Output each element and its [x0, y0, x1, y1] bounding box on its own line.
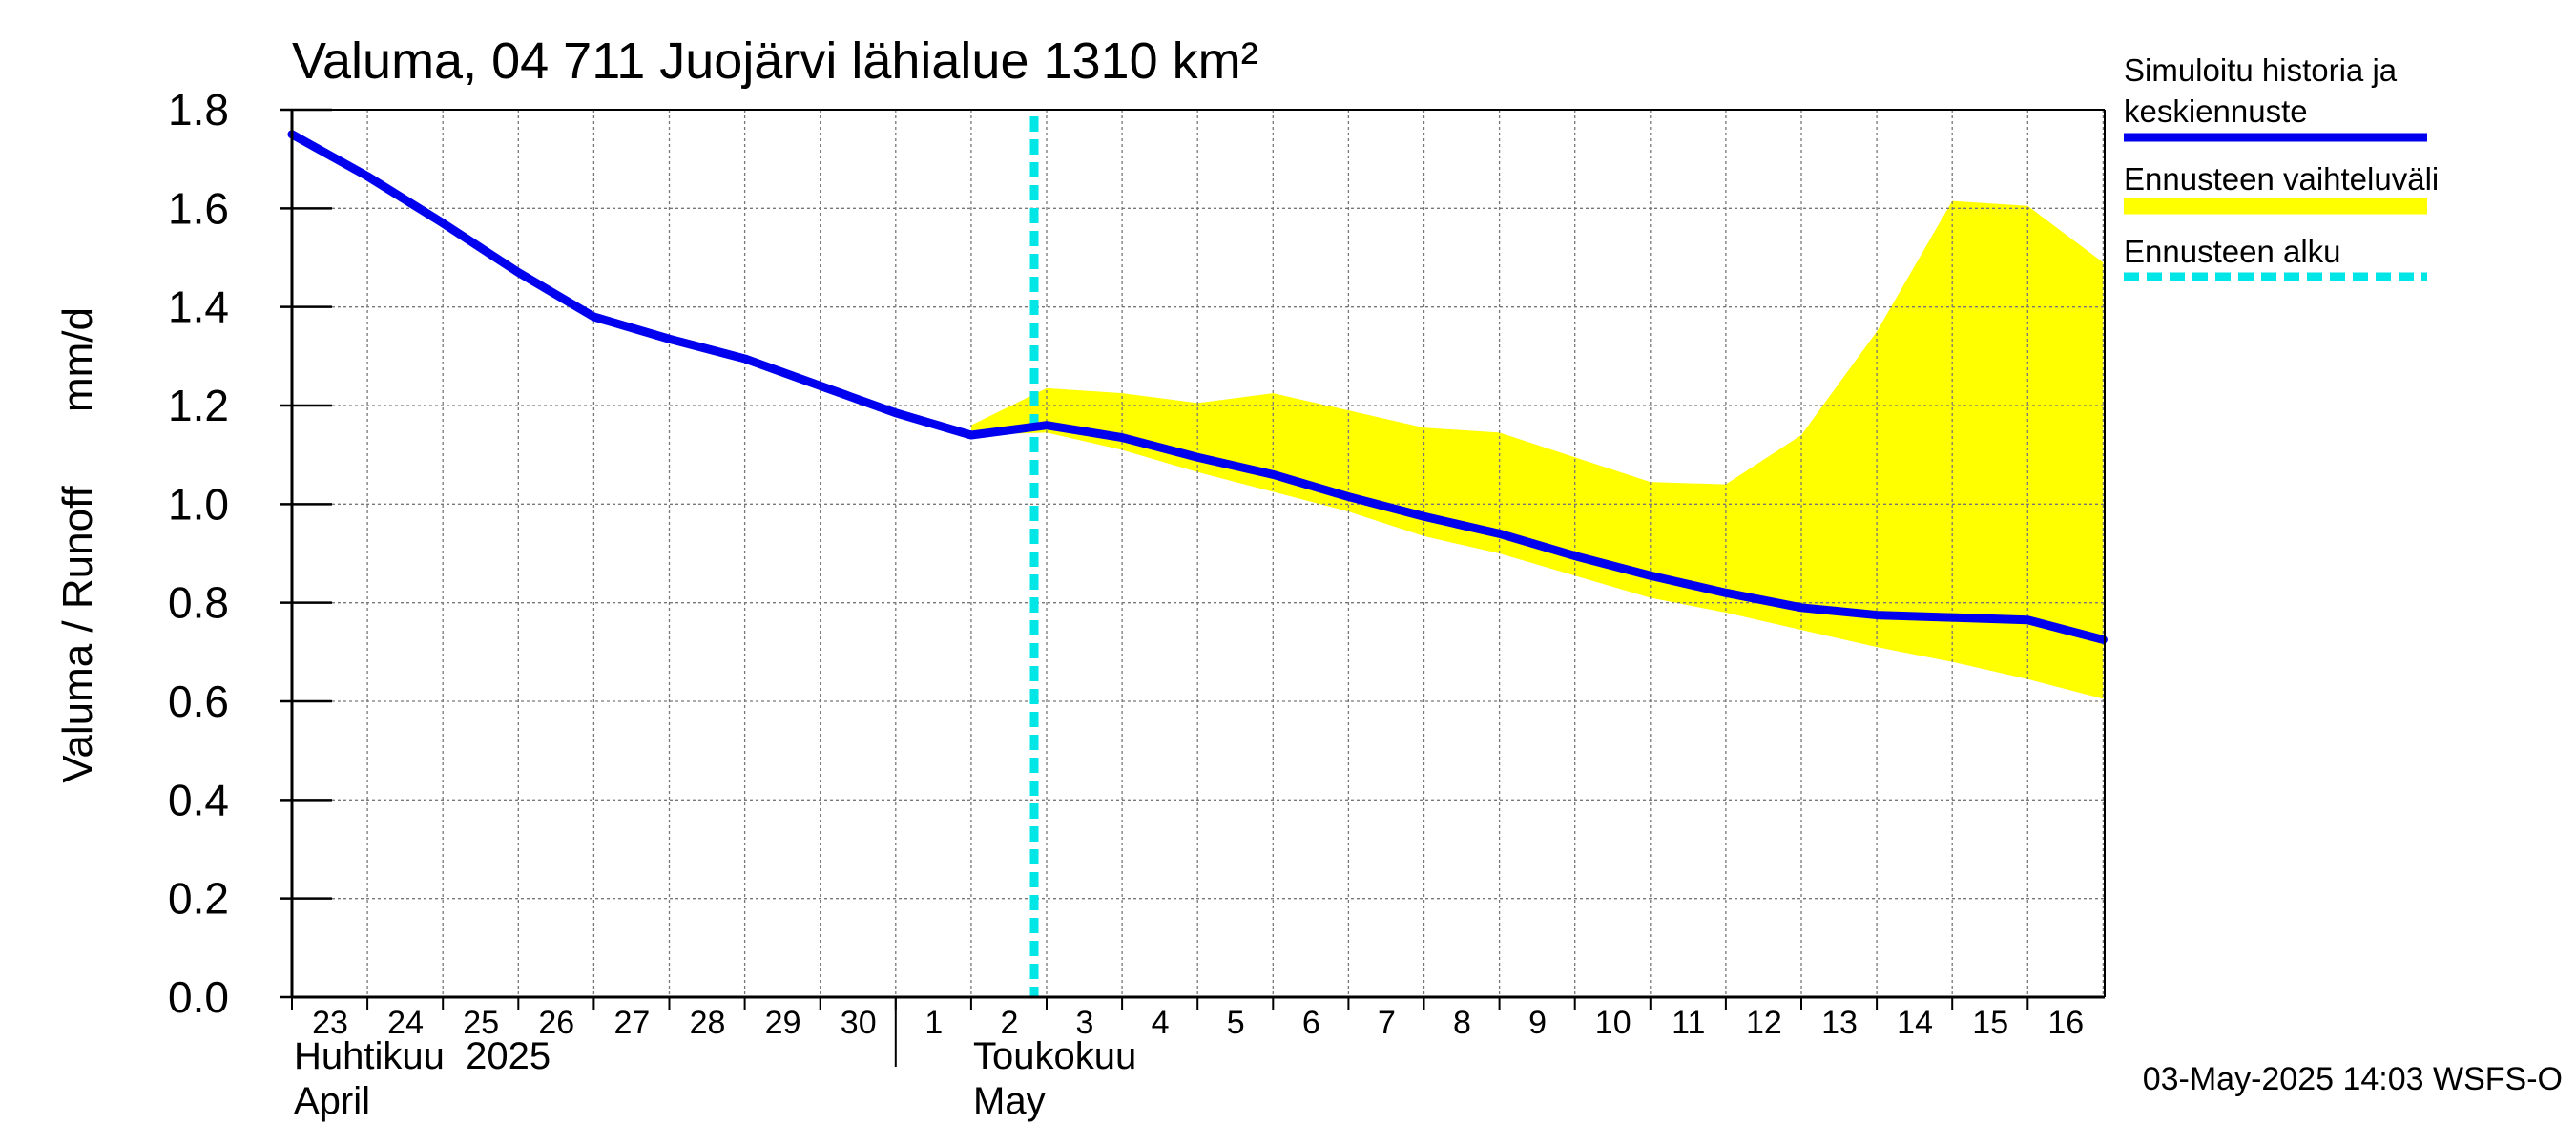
x-tick-label-2: 25	[463, 1005, 499, 1041]
legend: Simuloitu historia ja keskiennuste Ennus…	[2124, 52, 2439, 281]
x-tick-label-17: 10	[1595, 1005, 1631, 1041]
y-tick-label-7: 1.4	[168, 282, 229, 332]
x-tick-label-22: 15	[1972, 1005, 2008, 1041]
x-tick-label-7: 30	[841, 1005, 877, 1041]
x-tick-label-1: 24	[387, 1005, 424, 1041]
y-tick-label-0: 0.0	[168, 972, 229, 1022]
forecast-range-band	[970, 200, 2104, 699]
legend-label-mean-line2: keskiennuste	[2124, 94, 2308, 129]
legend-label-forecast-start: Ennusteen alku	[2124, 234, 2341, 269]
x-tick-label-13: 6	[1302, 1005, 1320, 1041]
x-tick-label-9: 2	[1000, 1005, 1018, 1041]
x-tick-label-18: 11	[1672, 1005, 1705, 1041]
y-tick-label-8: 1.6	[168, 183, 229, 233]
tick-label-layer: 0.00.20.40.60.81.01.21.41.61.823 24 25 26 27…	[168, 85, 2084, 1067]
series-layer	[287, 130, 2108, 644]
month-label-may-en: May	[973, 1080, 1046, 1122]
footer-timestamp: 03-May-2025 14:03 WSFS-O	[2143, 1061, 2563, 1097]
y-tick-label-5: 1.0	[168, 479, 229, 529]
mean-runoff-line	[287, 130, 2108, 644]
y-tick-label-2: 0.4	[168, 775, 229, 824]
x-tick-label-8: 1	[924, 1005, 943, 1041]
x-tick-label-6: 29	[765, 1005, 801, 1041]
x-tick-label-19: 12	[1746, 1005, 1782, 1041]
y-tick-label-3: 0.6	[168, 677, 229, 726]
x-tick-label-5: 28	[690, 1005, 726, 1041]
y-axis-label-right: mm/d	[54, 307, 101, 412]
month-label-may-fi: Toukokuu	[973, 1035, 1136, 1077]
y-axis-label-left: Valuma / Runoff	[54, 486, 101, 783]
y-tick-label-1: 0.2	[168, 874, 229, 924]
x-tick-label-14: 7	[1378, 1005, 1396, 1041]
forecast-range-band-layer	[970, 200, 2104, 699]
x-tick-label-20: 13	[1821, 1005, 1858, 1041]
y-tick-label-9: 1.8	[168, 85, 229, 135]
chart-title: Valuma, 04 711 Juojärvi lähialue 1310 km…	[292, 32, 1258, 90]
x-tick-label-10: 3	[1076, 1005, 1094, 1041]
x-tick-label-15: 8	[1453, 1005, 1471, 1041]
legend-label-range: Ennusteen vaihteluväli	[2124, 161, 2439, 197]
month-label-april-fi: Huhtikuu 2025	[294, 1035, 551, 1077]
x-tick-label-0: 23	[312, 1005, 348, 1041]
y-tick-label-4: 0.8	[168, 578, 229, 628]
x-tick-label-23: 16	[2047, 1005, 2084, 1041]
x-tick-label-3: 26	[538, 1005, 574, 1041]
x-tick-label-16: 9	[1528, 1005, 1547, 1041]
x-tick-label-4: 27	[613, 1005, 650, 1041]
x-tick-label-21: 14	[1897, 1005, 1933, 1041]
x-tick-label-12: 5	[1227, 1005, 1245, 1041]
legend-label-mean-line1: Simuloitu historia ja	[2124, 52, 2398, 88]
month-label-april-en: April	[294, 1080, 370, 1122]
y-tick-label-6: 1.2	[168, 381, 229, 430]
x-tick-label-11: 4	[1152, 1005, 1170, 1041]
